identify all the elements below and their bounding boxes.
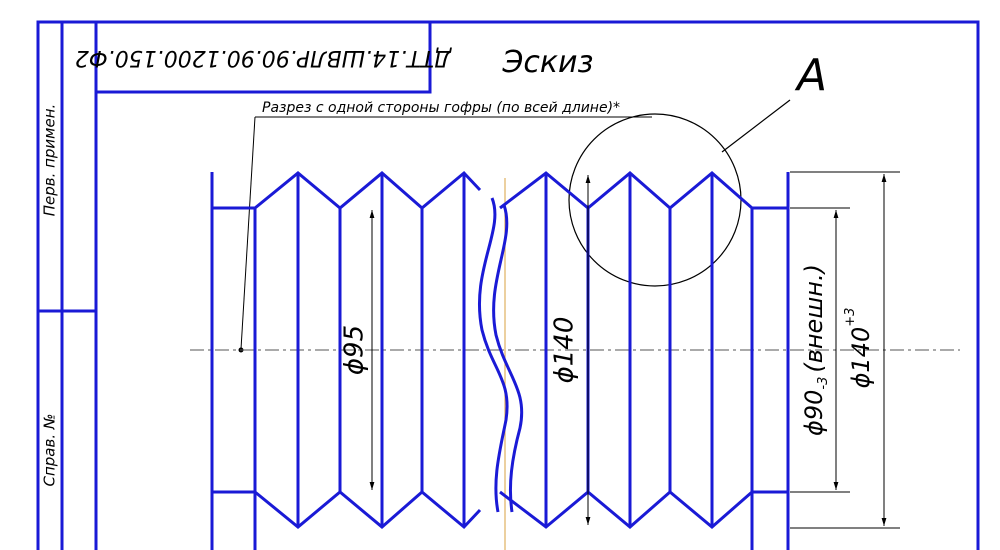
side-label-sprav-no: Справ. №	[41, 414, 59, 487]
stamp-code-text: ДТТ.14.ШВЛР.90.90.1200.150.Ф2	[75, 45, 452, 70]
dimension-d90: ϕ90-3 (внешн.)	[790, 207, 850, 493]
stamp-box	[94, 20, 432, 94]
dim-d90-text: ϕ90-3 (внешн.)	[800, 264, 831, 436]
right-bottom-profile	[499, 490, 788, 529]
break-lines	[477, 197, 524, 513]
right-top-profile	[499, 171, 788, 210]
dim-d95-text: ϕ95	[340, 325, 370, 375]
detail-label-a: А	[794, 50, 827, 101]
sheet-frame	[36, 20, 980, 550]
dim-d140-text: ϕ140+3	[843, 308, 876, 389]
dim-d90-main: ϕ90	[800, 390, 828, 436]
dim-d140-mid-text: ϕ140	[550, 317, 580, 384]
dim-d90-sub: -3	[816, 377, 831, 390]
dimension-d140: ϕ140+3	[790, 171, 900, 529]
dimension-d95: ϕ95	[340, 210, 375, 490]
detail-leader-line	[721, 99, 791, 153]
side-label-perv-primen: Перв. примен.	[41, 104, 59, 217]
break-curve-right	[492, 204, 524, 513]
left-top-profile	[212, 170, 482, 210]
detail-circle-a	[568, 113, 742, 287]
section-note: Разрез с одной стороны гофры (по всей дл…	[262, 100, 620, 116]
dim-d140-sup: +3	[843, 308, 858, 327]
dim-d90-note: (внешн.)	[800, 264, 828, 373]
bellows-right	[499, 171, 790, 550]
stamp-block: ДТТ.14.ШВЛР.90.90.1200.150.Ф2	[75, 20, 452, 94]
left-bottom-profile	[212, 490, 482, 530]
bellows-left	[210, 170, 482, 550]
sheet-title: Эскиз	[501, 45, 593, 80]
dim-d140-main: ϕ140	[847, 327, 875, 389]
outer-border	[36, 20, 980, 550]
section-note-leader	[240, 116, 256, 350]
dimension-d140-mid: ϕ140	[550, 175, 591, 525]
break-curve-left	[477, 197, 509, 513]
